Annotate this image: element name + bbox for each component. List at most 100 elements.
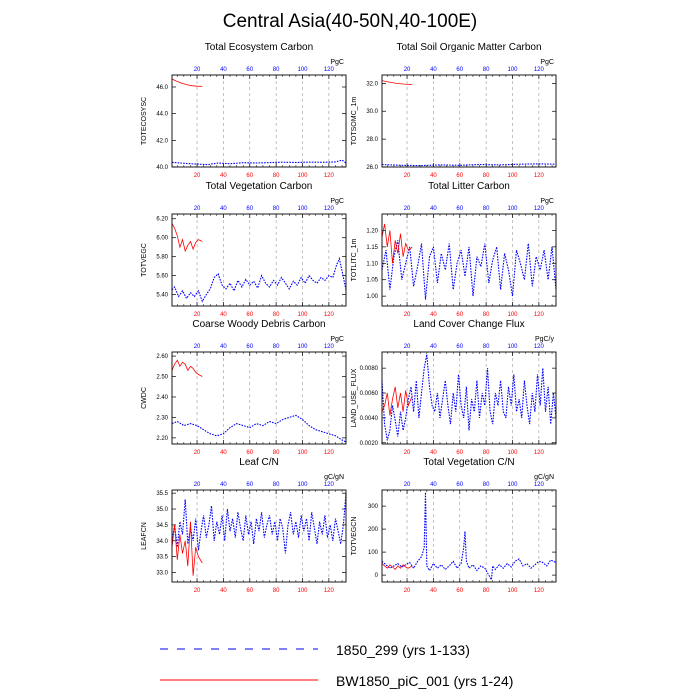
panel-7-xtick-label-top: 40 [220,482,227,488]
panel-1-xtick-label: 60 [246,173,253,179]
panel-4-ytick-label: 1.00 [366,294,378,300]
panel-3-xtick-label-top: 20 [194,206,201,212]
panel-1-ytick-label: 40.0 [156,165,168,171]
panel-7-series-BW1850_piC_001 [171,521,203,576]
panel-8-xtick-label: 100 [507,588,518,594]
panel-1-xtick-label: 100 [297,173,308,179]
panel-7-unit-label: gC/gN [324,474,344,481]
panel-3-xtick-label: 40 [220,312,227,318]
panel-7-xtick-label: 20 [194,588,201,594]
panel-3-ytick-label: 6.00 [156,236,168,242]
panel-8-series-BW1850_piC_001 [381,563,413,570]
panel-3-series-BW1850_piC_001 [171,223,203,253]
panel-8-ylabel: TOTVEGCN [351,517,358,556]
panel-6-xtick-label: 100 [507,450,518,456]
panel-4-ytick-label: 1.05 [366,278,378,284]
panel-8-xtick-label-top: 80 [483,482,490,488]
panel-5-ytick-label: 2.50 [156,375,168,381]
panel-4: Total Litter Carbon PgC TOTLITC_1m 20 20 40 40… [351,181,557,318]
panel-2-xtick-label: 20 [404,173,411,179]
panel-4-xtick-label: 80 [483,312,490,318]
panel-6-frame [381,351,557,445]
panel-5-xtick-label-top: 120 [324,344,335,350]
panel-7-ylabel: LEAFCN [141,522,148,550]
panel-3-xtick-label-top: 120 [324,206,335,212]
panel-7-frame [171,489,347,583]
panel-3-frame [171,213,347,307]
panel-1-xtick-label: 120 [324,173,335,179]
panel-4-ytick-label: 1.10 [366,261,378,267]
panel-6-series-1850_299 [381,354,557,441]
panel-7-ytick-label: 33.5 [156,555,168,561]
panel-2-xtick-label: 40 [430,173,437,179]
panel-6-xtick-label: 40 [430,450,437,456]
panel-4-ytick-label: 1.15 [366,245,378,251]
panel-3-xtick-label: 20 [194,312,201,318]
panel-2-xtick-label-top: 100 [507,67,518,73]
panel-8-unit-label: gC/gN [534,474,554,481]
panel-6-xtick-label: 80 [483,450,490,456]
panel-1-xtick-label-top: 100 [297,67,308,73]
panel-4-xtick-label: 40 [430,312,437,318]
panel-8-xtick-label: 20 [404,588,411,594]
panel-3-ytick-label: 5.60 [156,274,168,280]
panel-1-xtick-label-top: 120 [324,67,335,73]
panel-3-title: Total Vegetation Carbon [206,181,313,192]
panel-6-xtick-label: 120 [534,450,545,456]
panel-8-title: Total Vegetation C/N [423,457,514,468]
panel-4-xtick-label-top: 120 [534,206,545,212]
panel-7-xtick-label: 60 [246,588,253,594]
panel-1-xtick-label: 80 [273,173,280,179]
panel-2-xtick-label: 80 [483,173,490,179]
panel-3-ytick-label: 5.40 [156,293,168,299]
panel-4-xtick-label: 60 [456,312,463,318]
panel-6-xtick-label-top: 120 [534,344,545,350]
panel-4-xtick-label-top: 40 [430,206,437,212]
panel-6-xtick-label-top: 100 [507,344,518,350]
panel-7-xtick-label-top: 100 [297,482,308,488]
panel-5-ytick-label: 2.30 [156,415,168,421]
panel-8: Total Vegetation C/N gC/gN TOTVEGCN 20 20 40 4… [351,457,557,594]
panel-7-ytick-label: 34.5 [156,523,168,529]
panel-8-xtick-label: 60 [456,588,463,594]
panel-5-xtick-label: 120 [324,450,335,456]
panel-5-title: Coarse Woody Debris Carbon [192,319,325,330]
panel-4-ytick-label: 1.20 [366,228,378,234]
panel-1-ytick-label: 42.0 [156,138,168,144]
panel-2-xtick-label: 100 [507,173,518,179]
panel-1-xtick-label: 40 [220,173,227,179]
legend-label-model: 1850_299 (yrs 1-133) [336,642,470,658]
panel-1-xtick-label: 20 [194,173,201,179]
panel-7-xtick-label-top: 80 [273,482,280,488]
panel-1-xtick-label-top: 60 [246,67,253,73]
panel-7-ytick-label: 33.0 [156,570,168,576]
panel-4-series-BW1850_piC_001 [381,223,413,264]
panel-8-ytick-label: 200 [368,527,379,533]
panel-1-unit-label: PgC [330,59,344,66]
panel-7-xtick-label: 40 [220,588,227,594]
panel-2-xtick-label: 60 [456,173,463,179]
panel-4-xtick-label: 100 [507,312,518,318]
panel-7-xtick-label: 100 [297,588,308,594]
panel-6-xtick-label: 20 [404,450,411,456]
panel-8-xtick-label-top: 120 [534,482,545,488]
panel-4-frame [381,213,557,307]
panel-1-ytick-label: 44.0 [156,112,168,118]
panel-7-title: Leaf C/N [239,457,278,468]
panel-6-xtick-label-top: 60 [456,344,463,350]
legend: 1850_299 (yrs 1-133) BW1850_piC_001 (yrs… [160,642,513,689]
panel-2-title: Total Soil Organic Matter Carbon [396,42,541,53]
panel-8-xtick-label-top: 20 [404,482,411,488]
panel-2-ytick-label: 32.0 [366,81,378,87]
panel-5-ytick-label: 2.20 [156,436,168,442]
panel-1-series-1850_299 [171,159,347,166]
panel-4-series-1850_299 [381,240,557,300]
panel-8-series-1850_299 [381,492,557,582]
panel-5-xtick-label-top: 40 [220,344,227,350]
panel-3: Total Vegetation Carbon PgC TOTVEGC 20 20 40 4… [141,181,347,318]
panel-7-ytick-label: 35.5 [156,491,168,497]
panel-8-xtick-label: 80 [483,588,490,594]
panel-3-xtick-label: 60 [246,312,253,318]
panel-2-ytick-label: 30.0 [366,109,378,115]
panel-1-xtick-label-top: 20 [194,67,201,73]
